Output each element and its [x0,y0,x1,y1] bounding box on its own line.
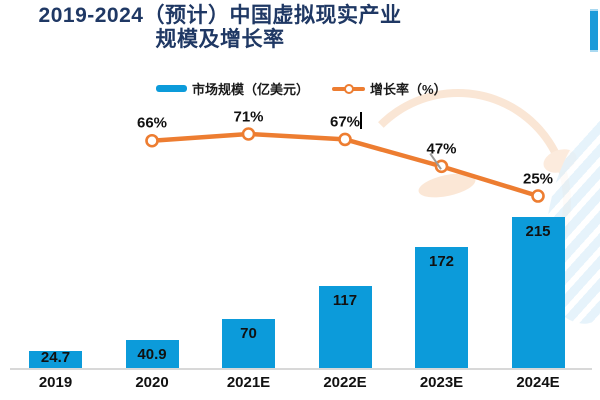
chart-title-line1: 2019-2024（预计）中国虚拟现实产业 [38,4,402,27]
x-axis-label-2019: 2019 [38,374,73,391]
legend-label-growth-rate: 增长率（%） [370,82,447,97]
legend-item-growth-rate[interactable]: 增长率（%） [332,79,447,98]
legend-item-market-size[interactable]: 市场规模（亿美元） [156,79,309,98]
legend-label-market-size: 市场规模（亿美元） [192,82,310,97]
bar-2024E [511,217,565,369]
bar-value-label: 215 [525,223,551,241]
x-axis-label-2023E: 2023E [419,374,464,391]
line-marker-icon [145,133,159,148]
line-marker-icon [531,189,545,203]
bar-series-swatch-icon [156,85,187,92]
x-axis-label-2024E: 2024E [516,374,560,391]
text-cursor [360,112,362,129]
chart-title: 2019-2024（预计）中国虚拟现实产业 规模及增长率 [18,4,422,52]
bar-2021E [222,319,275,369]
bar-value-label: 40.9 [137,345,167,363]
bar-2023E [415,247,468,369]
bar-2022E [318,286,372,369]
scrollbar-thumb[interactable] [590,9,598,52]
growth-rate-label: 67% [329,113,361,131]
growth-rate-label: 71% [233,108,264,125]
x-axis-label-2020: 2020 [135,374,169,391]
line-marker-icon [338,132,352,147]
bar-2020 [125,339,179,369]
growth-rate-label: 66% [136,114,168,132]
bar-value-label: 172 [428,253,455,271]
x-axis-label-2022E: 2022E [323,374,367,391]
growth-rate-label: 47% [426,140,457,158]
bar-value-label: 117 [332,292,358,310]
growth-rate-label: 25% [522,170,554,187]
x-axis-line [10,368,592,370]
x-axis-label-2021E: 2021E [226,374,271,391]
bar-value-label: 70 [240,325,257,343]
bar-value-label: 24.7 [40,349,71,367]
line-marker-icon [241,127,256,141]
chart-title-line2: 规模及增长率 [155,28,285,51]
line-series-swatch-icon [332,83,366,94]
bar-2019 [29,351,82,369]
legend: 市场规模（亿美元） 增长率（%） [156,79,447,98]
